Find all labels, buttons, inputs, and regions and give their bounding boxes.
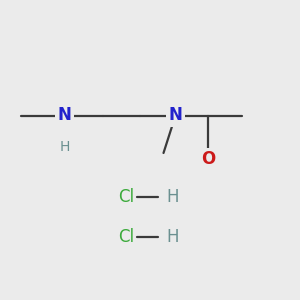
Text: N: N xyxy=(58,106,71,124)
Text: Cl: Cl xyxy=(118,228,134,246)
Text: H: H xyxy=(167,188,179,206)
Text: H: H xyxy=(167,228,179,246)
Text: O: O xyxy=(201,150,216,168)
Text: H: H xyxy=(59,140,70,154)
Text: Cl: Cl xyxy=(118,188,134,206)
Text: N: N xyxy=(169,106,182,124)
